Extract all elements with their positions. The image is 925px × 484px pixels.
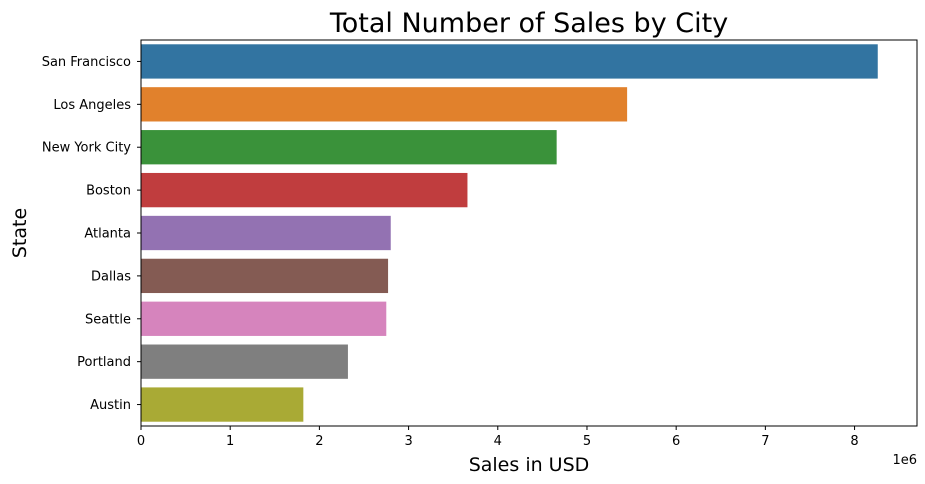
x-axis-ticks: 0 1 2 3 4 5 6 7 8 (137, 426, 859, 449)
y-tick-label: San Francisco (42, 55, 131, 70)
y-axis-ticks: San Francisco Los Angeles New York City Bos… (42, 55, 141, 413)
bar-new-york-city (141, 130, 557, 165)
y-tick-label: Los Angeles (53, 98, 131, 113)
y-tick-label: New York City (42, 141, 131, 156)
bar-san-francisco (141, 44, 878, 79)
bar-boston (141, 172, 468, 208)
y-tick-label: Seattle (85, 312, 131, 327)
x-tick-label: 1 (226, 434, 234, 449)
plot-frame (140, 39, 918, 427)
y-axis-title: State (9, 208, 31, 258)
chart-title: Total Number of Sales by City (329, 8, 728, 39)
bar-seattle (141, 301, 387, 336)
x-tick-label: 6 (672, 434, 680, 449)
y-tick-label: Atlanta (84, 227, 131, 242)
x-tick-label: 4 (494, 434, 502, 449)
y-tick-label: Portland (77, 355, 131, 370)
bar-austin (141, 387, 304, 422)
x-tick-label: 0 (137, 434, 145, 449)
bar-atlanta (141, 215, 391, 251)
x-tick-label: 2 (315, 434, 323, 449)
bar-portland (141, 344, 348, 379)
y-tick-label: Austin (90, 398, 131, 413)
bar-dallas (141, 258, 389, 294)
x-axis-scale-label: 1e6 (892, 453, 917, 468)
y-tick-label: Boston (86, 184, 131, 199)
x-tick-label: 5 (583, 434, 591, 449)
bar-los-angeles (141, 87, 628, 122)
x-tick-label: 3 (404, 434, 412, 449)
y-tick-label: Dallas (91, 269, 131, 284)
x-axis-title: Sales in USD (469, 454, 590, 476)
x-tick-label: 7 (761, 434, 769, 449)
bars-layer (141, 44, 878, 422)
x-tick-label: 8 (850, 434, 858, 449)
